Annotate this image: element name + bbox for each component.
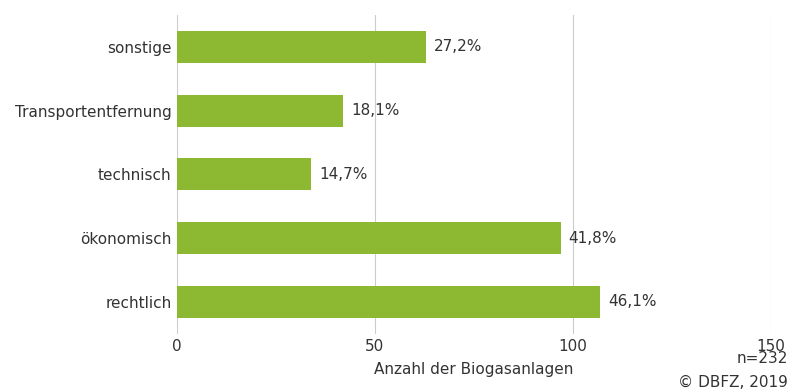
Bar — [177, 31, 426, 63]
Bar — [177, 222, 561, 254]
Text: 27,2%: 27,2% — [434, 39, 482, 54]
Bar — [177, 286, 600, 318]
Text: 41,8%: 41,8% — [569, 230, 617, 246]
X-axis label: Anzahl der Biogasanlagen: Anzahl der Biogasanlagen — [374, 362, 574, 377]
Bar — [177, 95, 343, 127]
Bar — [177, 158, 311, 191]
Text: 46,1%: 46,1% — [608, 294, 657, 309]
Text: n=232: n=232 — [737, 351, 788, 366]
Text: © DBFZ, 2019: © DBFZ, 2019 — [678, 375, 788, 390]
Text: 18,1%: 18,1% — [351, 103, 399, 118]
Text: 14,7%: 14,7% — [319, 167, 367, 182]
